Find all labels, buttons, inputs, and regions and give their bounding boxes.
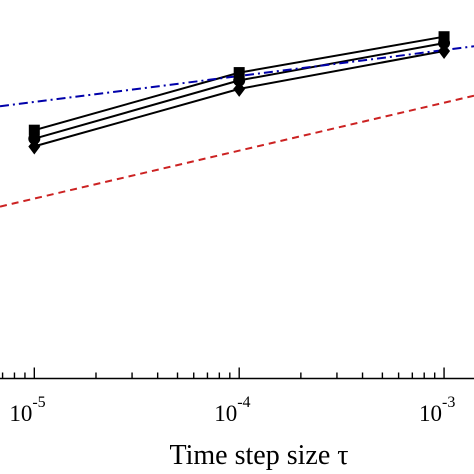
x-tick-label-2: 10 -4	[214, 394, 250, 426]
series-2-marker-3	[438, 37, 451, 50]
series-1-marker-1	[28, 124, 40, 136]
x-tick-label-base: 10	[214, 401, 237, 426]
series-3-marker-3	[438, 43, 451, 59]
x-tick-label-3: 10 -3	[419, 394, 455, 426]
series-3-line	[34, 50, 445, 148]
series-1-marker-2	[233, 67, 245, 79]
x-axis-label: Time step size τ	[170, 440, 349, 471]
series-5-line	[0, 94, 474, 208]
x-tick-label-exponent: -3	[442, 394, 455, 411]
series-3-marker-1	[28, 139, 41, 155]
series-2-marker-2	[233, 74, 246, 87]
series-1-marker-3	[438, 31, 450, 43]
tick-layer	[1, 367, 445, 379]
x-tick-label-exponent: -4	[237, 394, 250, 411]
series-2-marker-1	[28, 132, 41, 145]
series-4-line	[0, 45, 474, 108]
x-tick-label-base: 10	[9, 401, 32, 426]
series-layer	[0, 31, 474, 208]
series-3-marker-2	[233, 81, 246, 97]
x-tick-label-1: 10 -5	[9, 394, 45, 426]
x-tick-label-exponent: -5	[32, 394, 45, 411]
label-layer: 10 -5 10 -4 10 -3	[9, 394, 455, 426]
x-tick-label-base: 10	[419, 401, 442, 426]
